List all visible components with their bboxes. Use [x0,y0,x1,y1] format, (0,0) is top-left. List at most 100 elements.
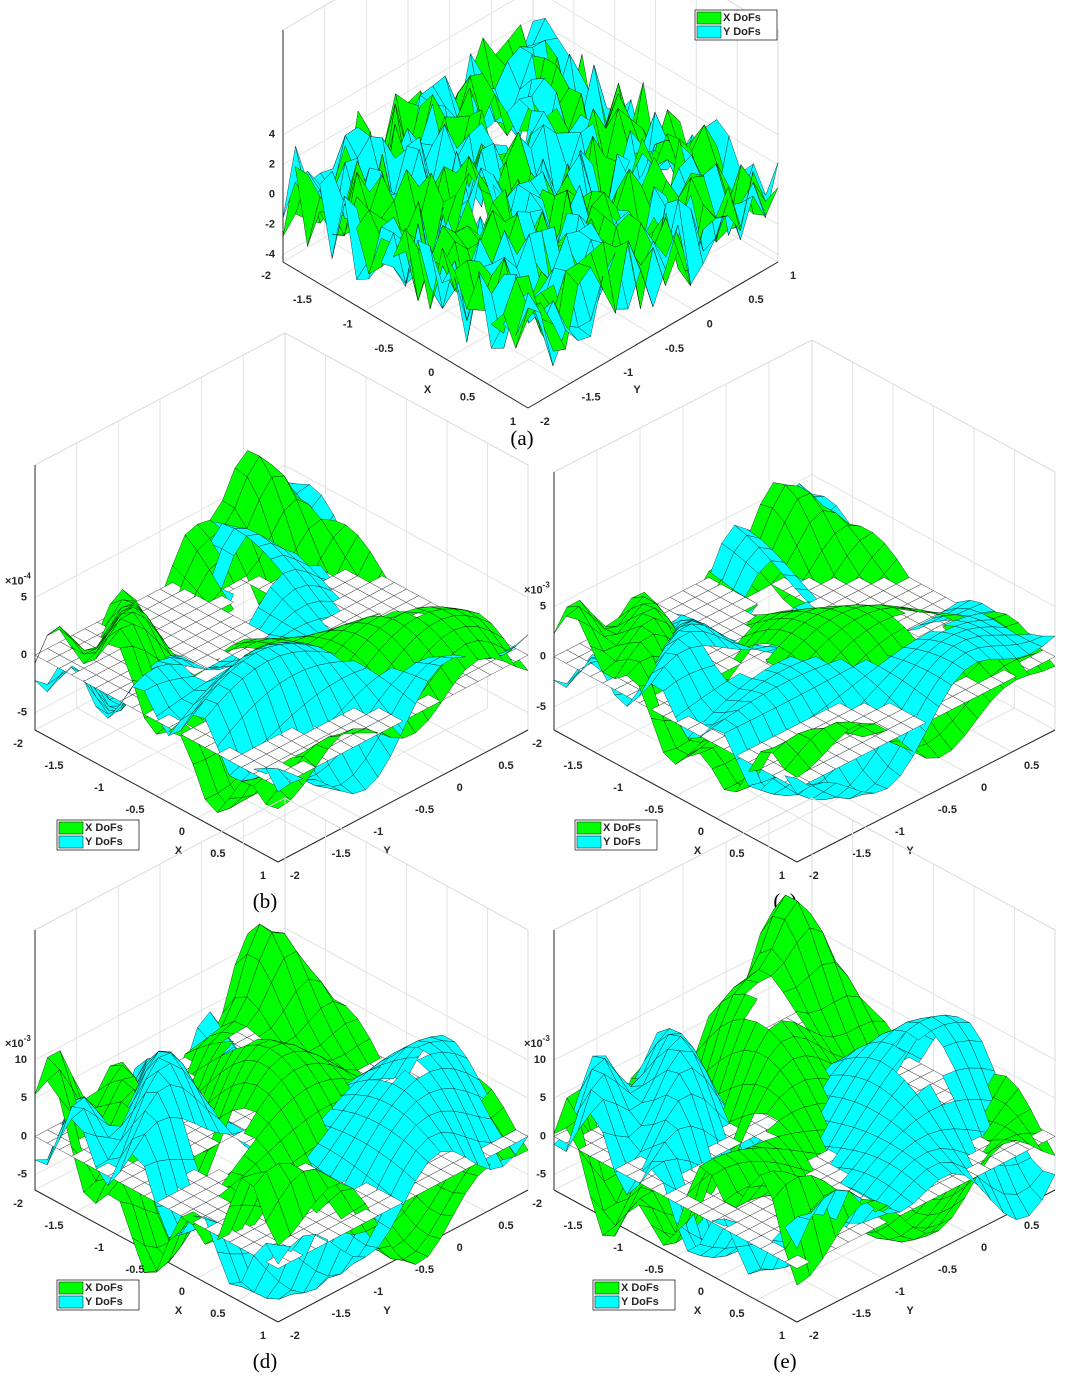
x-tick-label: 0 [179,1286,185,1298]
x-tick-label: -0.5 [126,1264,145,1276]
legend-swatch [577,822,601,834]
x-tick-label: -1.5 [45,760,64,772]
x-tick-label: -1.5 [564,760,583,772]
y-axis-label: Y [633,384,641,396]
y-tick-label: -2 [290,870,300,882]
z-tick-label: 2 [269,159,275,171]
x-tick-label: -0.5 [126,804,145,816]
y-tick-label: 0 [457,782,463,794]
x-tick-label: 0.5 [460,392,475,404]
z-exponent: ×10-3 [5,1034,31,1050]
x-tick-label: 1 [260,1330,266,1342]
y-tick-label: -0.5 [665,343,684,355]
legend-swatch [697,26,721,38]
y-tick-label: 0 [981,782,987,794]
figure: -2 -1.5 -1 -0.5 0 0.5 1 -2 -1.5 -1 -0.5 0 0.5 1 -4 -2 0 2… [0,0,1065,1382]
caption: (a) [510,426,533,450]
y-tick-label: -1.5 [332,848,351,860]
legend-swatch [59,1296,83,1308]
y-tick-label: -2 [290,1330,300,1342]
z-tick-label: 5 [540,600,546,612]
legend-swatch [59,836,83,848]
y-tick-label: -1.5 [332,1308,351,1320]
x-tick-label: -1 [94,1242,104,1254]
caption: (b) [253,889,278,913]
x-axis-label: X [424,384,432,396]
z-exponent: ×10-4 [5,572,31,588]
x-tick-label: -2 [13,738,23,750]
y-tick-label: 0.5 [498,1220,513,1232]
x-tick-label: -1 [94,782,104,794]
x-tick-label: 0.5 [729,848,744,860]
x-tick-label: 0 [179,826,185,838]
y-tick-label: 0.5 [1024,760,1039,772]
y-tick-label: 0.5 [748,294,763,306]
x-tick-label: 0.5 [210,1308,225,1320]
y-tick-label: -1 [623,367,633,379]
panel: -2-1.5-1-0.500.51-2-1.5-1-0.500.51-50510… [524,798,1065,1373]
x-tick-label: 1 [260,870,266,882]
y-tick-label: -1 [895,826,905,838]
caption: (d) [253,1349,278,1373]
y-tick-label: -2 [540,416,550,428]
y-tick-label: -0.5 [938,804,957,816]
y-tick-label: -1 [373,826,383,838]
panel: -2-1.5-1-0.500.51-2-1.5-1-0.500.51-4-202… [261,0,796,450]
y-tick-label: -2 [809,870,819,882]
z-power: -3 [24,1034,32,1043]
z-tick-label: 5 [21,1092,27,1104]
legend-label: X DoFs [85,1282,123,1294]
x-axis-label: X [175,1305,183,1317]
y-tick-label: 1 [790,270,796,282]
y-tick-label: -0.5 [415,804,434,816]
x-tick-label: 0.5 [210,848,225,860]
legend-label: Y DoFs [723,26,761,38]
legend-label: Y DoFs [85,836,123,848]
legend-swatch [59,822,83,834]
panel: -2-1.5-1-0.500.51-2-1.5-1-0.500.5-505XY×… [5,333,528,913]
z-tick-label: -5 [17,707,27,719]
z-tick-label: -5 [17,1169,27,1181]
y-tick-label: 0 [707,319,713,331]
x-tick-label: -2 [13,1198,23,1210]
x-tick-label: -2 [261,270,271,282]
legend-label: X DoFs [723,12,761,24]
y-tick-label: -1 [373,1286,383,1298]
z-power: -3 [543,581,551,590]
legend-label: X DoFs [603,822,641,834]
z-tick-label: 0 [21,649,27,661]
z-tick-label: 0 [21,1130,27,1142]
x-tick-label: -1.5 [45,1220,64,1232]
x-tick-label: -0.5 [645,804,664,816]
x-tick-label: -2 [532,738,542,750]
y-tick-label: -1.5 [582,392,601,404]
z-power: -4 [24,572,32,581]
legend-label: X DoFs [85,822,123,834]
z-tick-label: 10 [15,1054,27,1066]
x-tick-label: -0.5 [375,343,394,355]
x-tick-label: 0 [698,826,704,838]
legend-swatch [697,12,721,24]
z-tick-label: -2 [265,218,275,230]
legend-swatch [59,1282,83,1294]
panel: -2-1.5-1-0.500.51-2-1.5-1-0.500.51-505XY… [524,340,1065,913]
z-tick-label: -4 [265,248,276,260]
z-tick-label: -5 [536,701,546,713]
x-tick-label: -1.5 [293,294,312,306]
legend-label: Y DoFs [85,1296,123,1308]
x-tick-label: 1 [779,870,785,882]
legend-label: Y DoFs [603,836,641,848]
x-tick-label: -1 [613,782,623,794]
x-tick-label: 0 [428,367,434,379]
y-tick-label: 0 [457,1242,463,1254]
z-tick-label: 0 [540,651,546,663]
x-tick-label: -1 [343,319,353,331]
z-tick-label: 4 [269,129,276,141]
z-tick-label: 0 [269,189,275,201]
y-tick-label: -1.5 [852,848,871,860]
legend-swatch [577,836,601,848]
y-tick-label: 0.5 [498,760,513,772]
panel: -2-1.5-1-0.500.51-2-1.5-1-0.500.5-50510X… [5,798,528,1373]
y-axis-label: Y [383,1305,391,1317]
z-tick-label: 5 [21,591,27,603]
